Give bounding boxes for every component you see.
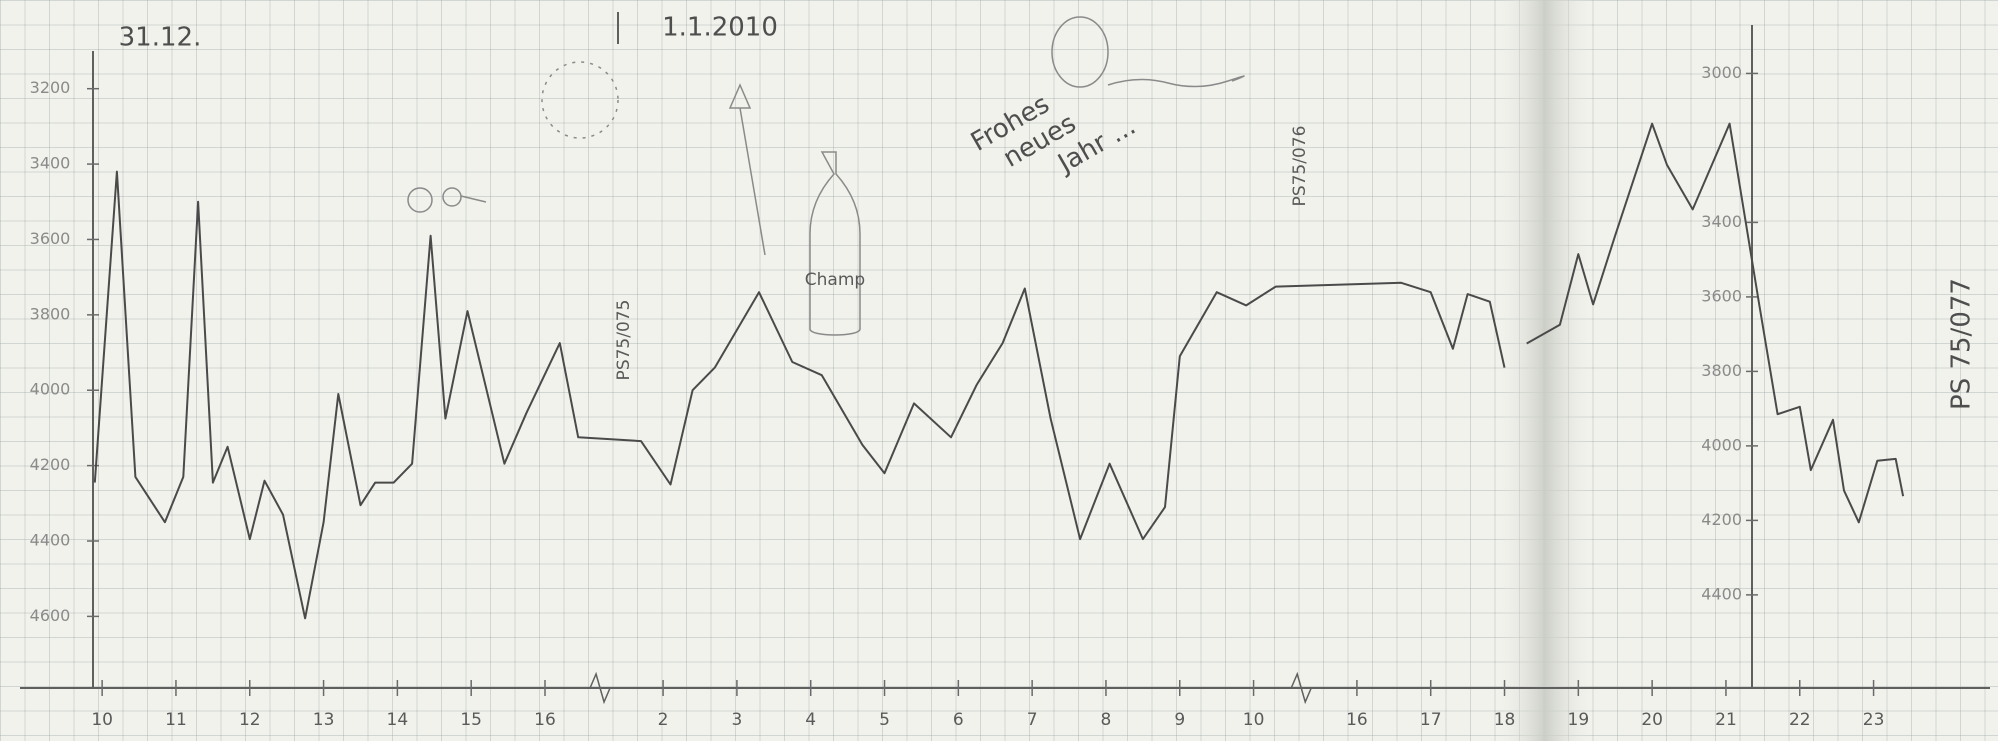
y-tick-label: 4600 [30, 606, 71, 625]
x-tick-label: 16 [534, 710, 556, 730]
x-tick-label: 16 [1346, 710, 1368, 730]
x-tick-label: 10 [91, 710, 113, 730]
y-tick-label: 3400 [30, 154, 71, 173]
x-tick-label: 8 [1101, 710, 1112, 730]
station-label: PS 75/077 [1947, 278, 1977, 410]
x-tick-label: 23 [1863, 710, 1885, 730]
x-tick-label: 2 [658, 710, 669, 730]
y2-tick-label: 3400 [1701, 212, 1742, 231]
x-tick-label: 5 [879, 710, 890, 730]
x-tick-label: 3 [731, 710, 742, 730]
y2-tick-label: 4400 [1701, 584, 1742, 603]
x-tick-label: 15 [460, 710, 482, 730]
y-tick-label: 3800 [30, 304, 71, 323]
y-tick-label: 4200 [30, 455, 71, 474]
y2-tick-label: 3600 [1701, 286, 1742, 305]
greeting: Frohes neues Jahr ... [966, 89, 1141, 180]
axis-break [1290, 671, 1312, 705]
x-tick-label: 11 [165, 710, 187, 730]
x-tick-label: 19 [1568, 710, 1590, 730]
page-gutter [1500, 0, 1590, 741]
date-start: 31.12. [119, 23, 202, 53]
x-tick-label: 6 [953, 710, 964, 730]
date-new-year: 1.1.2010 [662, 13, 778, 43]
y-tick-label: 3600 [30, 229, 71, 248]
x-tick-label: 18 [1494, 710, 1516, 730]
y-tick-label: 3200 [30, 78, 71, 97]
y2-tick-label: 3800 [1701, 361, 1742, 380]
depth-line [1526, 122, 1905, 524]
y-tick-label: 4000 [30, 380, 71, 399]
x-tick-label: 4 [805, 710, 816, 730]
x-tick-label: 13 [313, 710, 335, 730]
x-tick-label: 20 [1641, 710, 1663, 730]
x-tick-label: 9 [1174, 710, 1185, 730]
x-tick-label: 17 [1420, 710, 1442, 730]
x-tick-label: 22 [1789, 710, 1811, 730]
depth-line [93, 170, 1506, 620]
x-tick-label: 10 [1243, 710, 1265, 730]
x-tick-label: 12 [239, 710, 261, 730]
station-label: PS75/075 [614, 300, 634, 381]
axis-break [589, 671, 611, 705]
bottle-label: Champ [805, 270, 865, 290]
y-tick-label: 4400 [30, 531, 71, 550]
y2-tick-label: 4200 [1701, 510, 1742, 529]
x-tick-label: 21 [1715, 710, 1737, 730]
y2-tick-label: 4000 [1701, 435, 1742, 454]
y2-tick-label: 3000 [1701, 63, 1742, 82]
drawings [407, 16, 1245, 336]
x-tick-label: 14 [387, 710, 409, 730]
station-label: PS75/076 [1290, 126, 1310, 207]
x-tick-label: 7 [1027, 710, 1038, 730]
